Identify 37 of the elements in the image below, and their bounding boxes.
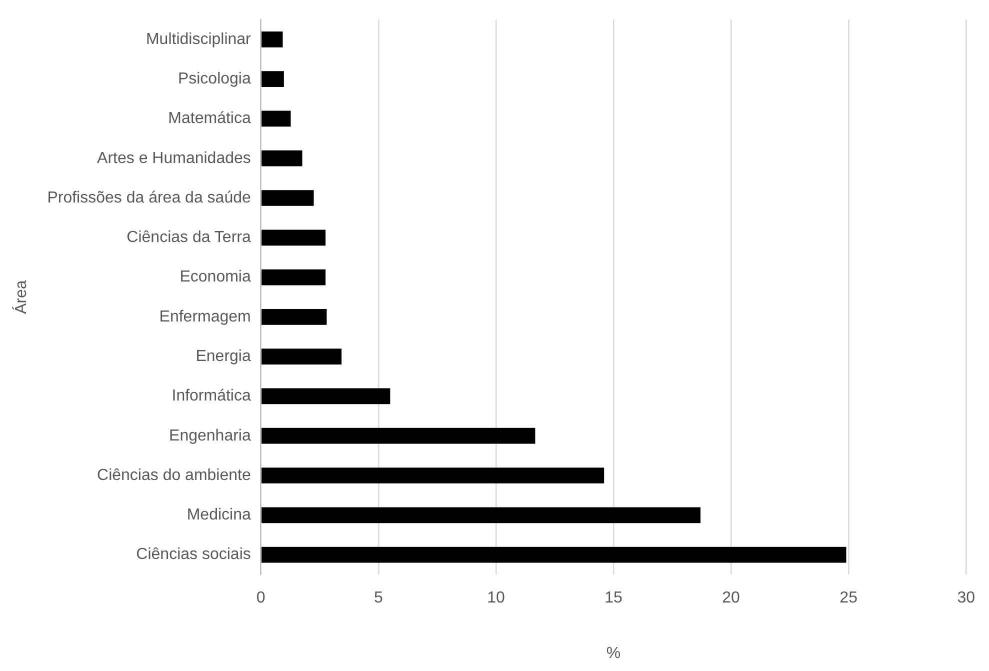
bar <box>262 269 326 286</box>
x-tick-label: 25 <box>840 590 858 607</box>
y-tick-label: Multidisciplinar <box>146 30 252 48</box>
y-tick-label: Psicologia <box>178 70 251 88</box>
bar <box>262 31 283 48</box>
bar <box>262 230 326 246</box>
bar <box>262 190 314 206</box>
bar <box>262 110 291 127</box>
x-tick-label: 15 <box>604 590 622 607</box>
bar <box>262 308 327 325</box>
x-tick-label: 5 <box>374 590 383 607</box>
bar <box>262 546 846 563</box>
y-tick-label: Informática <box>172 388 251 405</box>
x-tick-label: 10 <box>487 590 505 607</box>
y-axis-title: Área <box>12 280 30 314</box>
x-axis-title: % <box>606 644 621 662</box>
y-tick-label: Matemática <box>168 110 251 128</box>
y-tick-label: Ciências sociais <box>136 546 251 564</box>
bar <box>262 468 604 484</box>
y-tick-label: Artes e Humanidades <box>97 150 251 167</box>
bar <box>262 507 700 524</box>
x-tick-label: 20 <box>722 590 740 607</box>
x-tick-label: 30 <box>957 590 976 607</box>
x-tick-label: 0 <box>256 590 266 607</box>
y-tick-label: Medicina <box>186 506 251 524</box>
bar <box>262 71 284 87</box>
bar <box>262 348 342 364</box>
y-tick-label: Energia <box>196 348 251 365</box>
y-tick-label: Economia <box>180 268 251 286</box>
y-tick-label: Enfermagem <box>159 308 251 326</box>
y-tick-label: Profissões da área da saúde <box>47 189 251 206</box>
bar <box>262 388 390 404</box>
y-tick-label: Engenharia <box>169 427 251 444</box>
y-tick-label: Ciências da Terra <box>126 229 251 246</box>
bar <box>262 150 302 166</box>
bar <box>262 428 536 444</box>
y-tick-label: Ciências do ambiente <box>97 466 251 484</box>
